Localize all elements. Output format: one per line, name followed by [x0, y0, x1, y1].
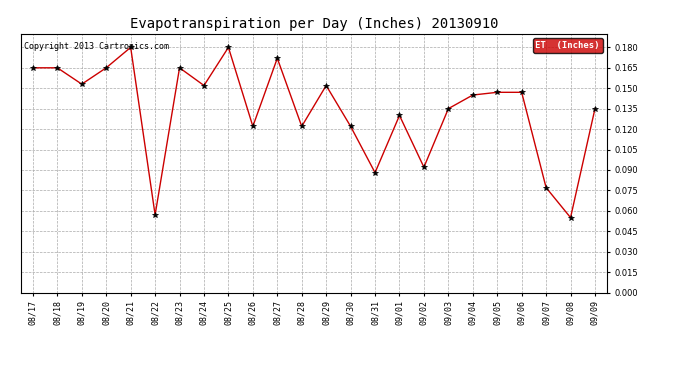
Title: Evapotranspiration per Day (Inches) 20130910: Evapotranspiration per Day (Inches) 2013… [130, 17, 498, 31]
Text: Copyright 2013 Cartronics.com: Copyright 2013 Cartronics.com [23, 42, 168, 51]
Legend: ET  (Inches): ET (Inches) [533, 38, 602, 53]
